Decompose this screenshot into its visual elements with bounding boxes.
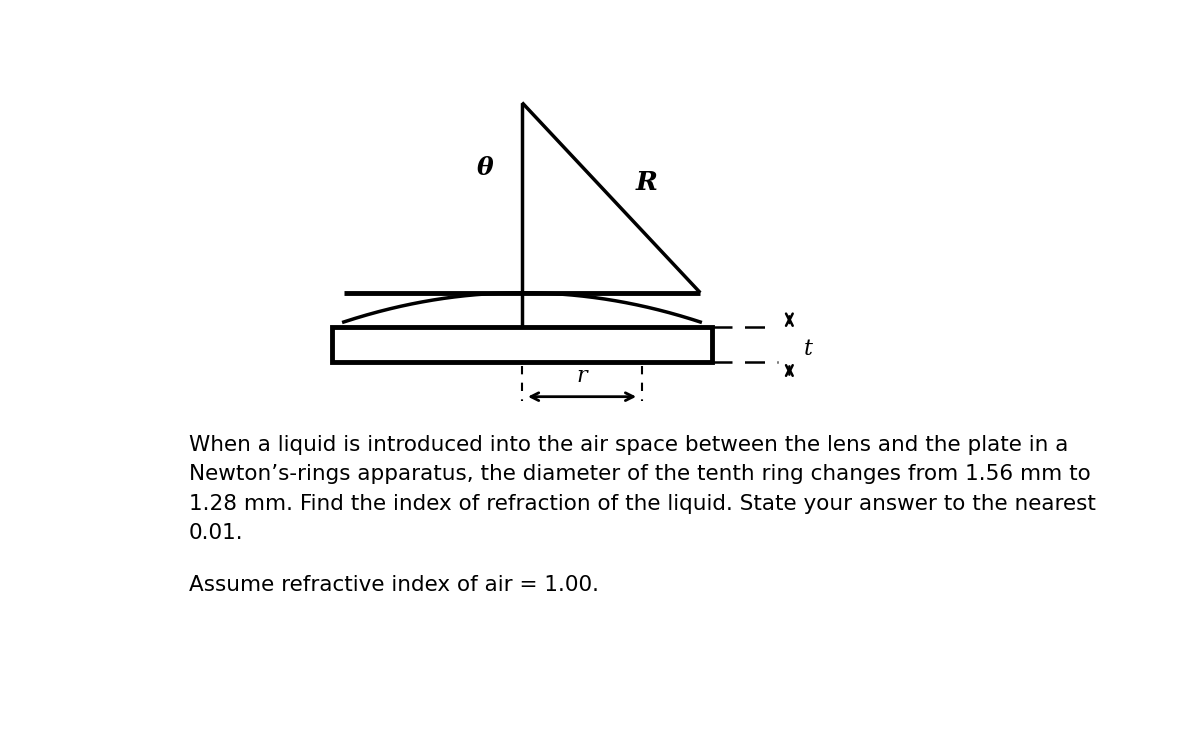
Text: 1.28 mm. Find the index of refraction of the liquid. State your answer to the ne: 1.28 mm. Find the index of refraction of… [188, 494, 1096, 514]
Text: θ: θ [478, 157, 493, 180]
Text: When a liquid is introduced into the air space between the lens and the plate in: When a liquid is introduced into the air… [188, 435, 1068, 455]
Text: t: t [803, 338, 812, 360]
Text: 0.01.: 0.01. [188, 523, 244, 543]
Text: Newton’s-rings apparatus, the diameter of the tenth ring changes from 1.56 mm to: Newton’s-rings apparatus, the diameter o… [188, 464, 1091, 485]
Text: R: R [636, 170, 658, 195]
Bar [332, 327, 712, 362]
Text: Assume refractive index of air = 1.00.: Assume refractive index of air = 1.00. [188, 576, 599, 596]
Text: r: r [577, 366, 587, 387]
